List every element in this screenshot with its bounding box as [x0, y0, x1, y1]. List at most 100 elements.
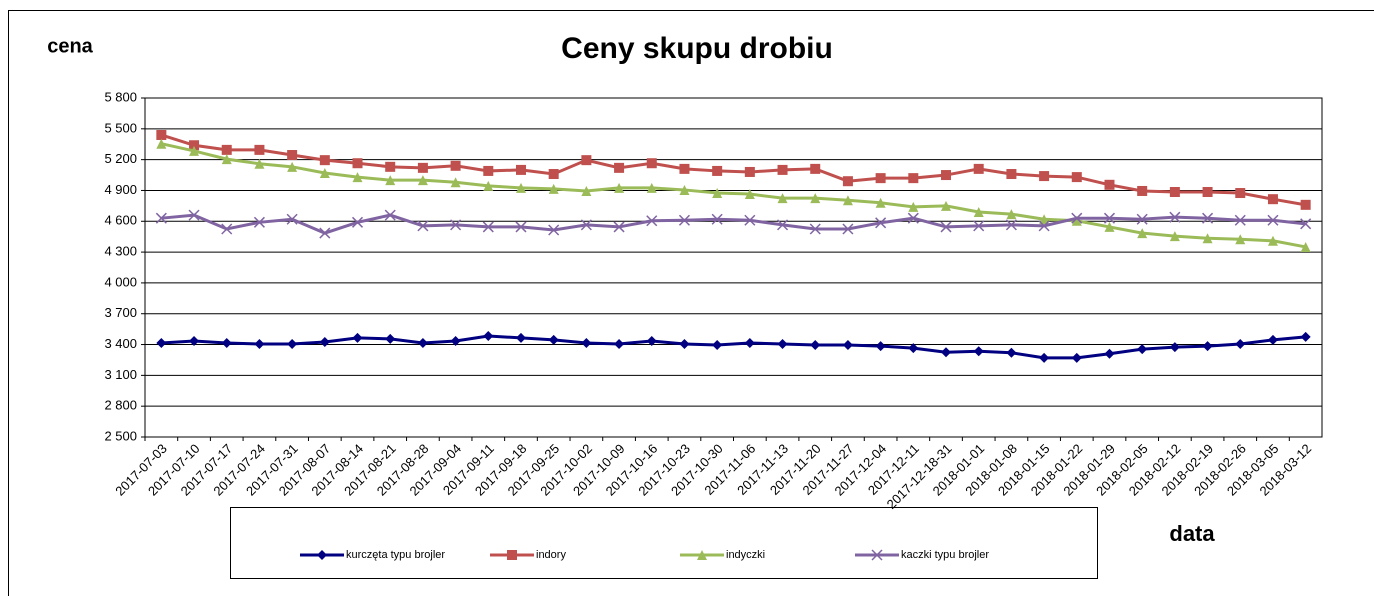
marker	[744, 189, 755, 200]
marker	[679, 339, 690, 350]
marker	[221, 338, 232, 349]
marker	[548, 169, 559, 180]
marker	[712, 165, 723, 176]
marker	[221, 154, 232, 165]
marker	[875, 173, 886, 184]
marker	[871, 549, 883, 561]
marker	[973, 163, 984, 174]
marker	[810, 193, 821, 204]
marker	[515, 182, 526, 193]
marker	[1071, 212, 1083, 224]
marker	[744, 166, 755, 177]
marker	[810, 340, 821, 351]
marker	[1267, 194, 1278, 205]
marker	[1006, 209, 1017, 220]
marker	[385, 333, 396, 344]
marker	[809, 223, 821, 235]
marker	[515, 164, 526, 175]
marker	[417, 338, 428, 349]
marker	[1071, 352, 1082, 363]
marker	[319, 227, 331, 239]
marker	[614, 182, 625, 193]
y-tick-label: 3 700	[104, 305, 137, 320]
marker	[908, 343, 919, 354]
marker	[1267, 214, 1279, 226]
marker	[156, 338, 167, 349]
y-tick-label: 2 800	[104, 398, 137, 413]
marker	[679, 163, 690, 174]
marker	[1038, 220, 1050, 232]
marker	[646, 158, 657, 169]
marker	[908, 201, 919, 212]
marker	[1169, 186, 1180, 197]
marker	[875, 341, 886, 352]
y-tick-label: 5 500	[104, 120, 137, 135]
marker	[287, 150, 298, 161]
marker	[483, 180, 494, 191]
marker	[1103, 212, 1116, 224]
marker	[1071, 172, 1082, 183]
legend-label: kaczki typu brojler	[901, 549, 989, 561]
marker	[1234, 214, 1246, 226]
chart-border	[8, 10, 1374, 596]
marker	[482, 221, 494, 233]
marker	[1300, 331, 1311, 342]
marker	[614, 162, 625, 173]
marker	[697, 550, 707, 560]
marker	[515, 221, 527, 233]
marker	[907, 212, 919, 224]
marker	[973, 346, 984, 357]
marker	[385, 161, 396, 172]
marker	[351, 216, 364, 228]
y-tick-label: 4 300	[104, 244, 137, 259]
y-tick-label: 2 500	[104, 428, 137, 443]
marker	[156, 129, 167, 140]
marker	[483, 165, 494, 176]
y-axis-label: cena	[47, 35, 93, 57]
marker	[581, 155, 592, 166]
marker	[221, 144, 232, 155]
marker	[1006, 347, 1017, 358]
marker	[254, 144, 265, 155]
marker	[712, 188, 723, 199]
marker	[614, 339, 625, 350]
marker	[777, 193, 788, 204]
marker	[1104, 221, 1115, 232]
marker	[156, 138, 167, 149]
marker	[678, 214, 690, 226]
x-axis-label: data	[1169, 521, 1215, 546]
y-tick-label: 4 900	[104, 182, 137, 197]
marker	[155, 212, 167, 224]
marker	[941, 200, 952, 211]
marker	[941, 170, 952, 181]
marker	[319, 155, 330, 166]
marker	[287, 161, 298, 172]
marker	[548, 183, 559, 194]
marker	[352, 158, 363, 169]
marker	[352, 332, 363, 343]
marker	[287, 339, 298, 350]
marker	[1300, 199, 1311, 210]
series-line	[161, 334, 1306, 360]
marker	[1267, 334, 1278, 345]
marker	[1136, 213, 1148, 225]
marker	[744, 214, 756, 226]
marker	[385, 175, 396, 186]
marker	[711, 213, 723, 225]
legend-label: indyczki	[726, 549, 765, 561]
marker	[712, 340, 723, 351]
marker	[254, 158, 265, 169]
marker	[189, 335, 200, 346]
marker	[744, 338, 755, 349]
legend-label: kurczęta typu brojler	[346, 549, 445, 561]
marker	[646, 182, 657, 193]
y-tick-label: 3 100	[104, 367, 137, 382]
series-line	[161, 213, 1306, 235]
marker	[317, 550, 327, 560]
marker	[221, 223, 233, 235]
marker	[1235, 188, 1246, 199]
legend-label: indory	[536, 549, 566, 561]
marker	[777, 219, 789, 231]
marker	[189, 145, 200, 156]
